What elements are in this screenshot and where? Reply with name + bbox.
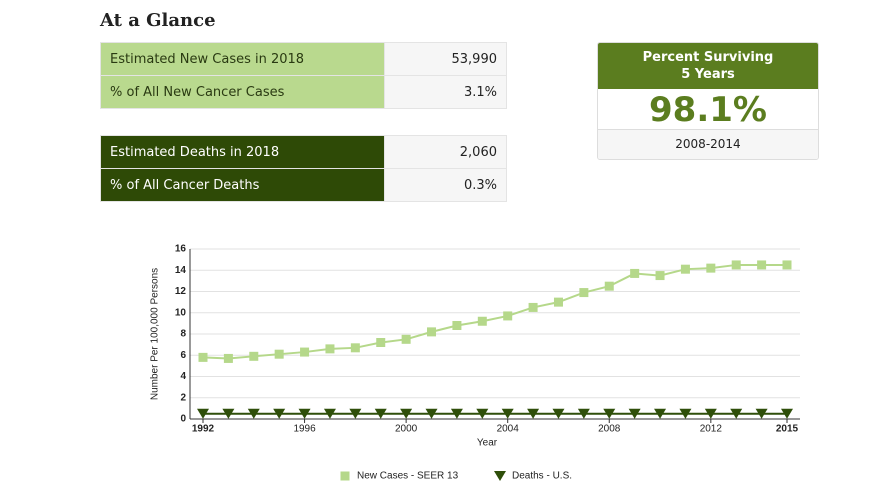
marker bbox=[781, 408, 793, 419]
marker bbox=[501, 408, 514, 419]
x-axis-label: Year bbox=[477, 438, 498, 449]
marker bbox=[349, 408, 362, 419]
marker bbox=[197, 408, 209, 419]
x-tick-label: 2015 bbox=[776, 424, 799, 435]
y-tick-label: 0 bbox=[180, 414, 186, 425]
legend-label: New Cases - SEER 13 bbox=[357, 471, 459, 482]
x-tick-label: 2000 bbox=[395, 424, 418, 435]
deaths-table: Estimated Deaths in 2018 2,060% of All Ca… bbox=[100, 135, 507, 202]
y-axis-label: Number Per 100,000 Persons bbox=[150, 268, 161, 400]
marker bbox=[274, 349, 284, 359]
y-tick-label: 8 bbox=[180, 329, 186, 340]
marker bbox=[476, 408, 489, 419]
y-tick-label: 12 bbox=[175, 286, 187, 297]
x-tick-label: 2004 bbox=[497, 424, 520, 435]
page-title: At a Glance bbox=[100, 10, 216, 31]
marker bbox=[730, 408, 743, 419]
marker bbox=[223, 353, 233, 363]
table-row: % of All New Cancer Cases 3.1% bbox=[100, 75, 507, 109]
row-value: 3.1% bbox=[384, 75, 507, 109]
marker bbox=[579, 288, 589, 298]
row-value: 2,060 bbox=[384, 135, 507, 169]
legend-marker bbox=[494, 471, 506, 481]
y-tick-label: 10 bbox=[175, 307, 187, 318]
marker bbox=[553, 297, 563, 307]
marker bbox=[427, 327, 437, 337]
marker bbox=[704, 408, 717, 419]
series-line bbox=[202, 263, 787, 360]
marker bbox=[755, 408, 768, 419]
marker bbox=[298, 408, 311, 419]
x-tick-label: 1992 bbox=[192, 424, 215, 435]
marker bbox=[731, 260, 741, 270]
marker bbox=[452, 321, 462, 330]
marker bbox=[630, 268, 640, 278]
survival-box: Percent Surviving 5 Years 98.1% 2008-201… bbox=[597, 42, 819, 160]
table-row: Estimated New Cases in 2018 53,990 bbox=[100, 42, 507, 76]
y-tick-label: 2 bbox=[180, 392, 186, 403]
marker bbox=[350, 343, 360, 353]
marker bbox=[247, 408, 260, 419]
marker bbox=[198, 352, 208, 362]
legend-label: Deaths - U.S. bbox=[512, 471, 572, 482]
marker bbox=[477, 316, 487, 326]
marker bbox=[401, 334, 411, 344]
marker bbox=[273, 408, 286, 419]
marker bbox=[654, 408, 667, 419]
survival-title: Percent Surviving 5 Years bbox=[642, 50, 774, 82]
x-tick-label: 2012 bbox=[700, 424, 723, 435]
y-tick-label: 16 bbox=[175, 244, 187, 255]
chart: 0 2 4 6 8 10 12 14 16 1992 1996 2000 2004 2008 2012 201… bbox=[150, 244, 800, 482]
marker bbox=[782, 260, 792, 270]
marker bbox=[249, 351, 259, 361]
marker bbox=[527, 408, 540, 419]
row-label: % of All Cancer Deaths bbox=[100, 168, 385, 202]
table-row: Estimated Deaths in 2018 2,060 bbox=[100, 135, 507, 169]
marker bbox=[450, 408, 463, 419]
row-value: 0.3% bbox=[384, 168, 507, 202]
marker bbox=[325, 344, 335, 354]
marker bbox=[222, 408, 235, 419]
marker bbox=[503, 311, 513, 321]
marker bbox=[552, 408, 565, 419]
marker bbox=[323, 408, 336, 419]
legend-marker bbox=[340, 471, 350, 481]
marker bbox=[706, 263, 716, 273]
survival-period: 2008-2014 bbox=[598, 129, 818, 159]
marker bbox=[680, 264, 690, 274]
marker bbox=[655, 271, 665, 281]
marker bbox=[376, 338, 386, 347]
row-value: 53,990 bbox=[384, 42, 507, 76]
x-tick-label: 1996 bbox=[293, 424, 316, 435]
marker bbox=[628, 408, 641, 419]
marker bbox=[577, 408, 590, 419]
marker bbox=[604, 281, 614, 291]
marker bbox=[300, 347, 310, 357]
marker bbox=[374, 408, 387, 419]
marker bbox=[679, 408, 692, 419]
survival-value: 98.1% bbox=[649, 90, 767, 130]
row-label: % of All New Cancer Cases bbox=[100, 75, 385, 109]
marker bbox=[603, 408, 616, 419]
x-tick-label: 2008 bbox=[598, 424, 621, 435]
row-label: Estimated Deaths in 2018 bbox=[100, 135, 385, 169]
y-tick-label: 14 bbox=[175, 265, 187, 276]
marker bbox=[425, 408, 438, 419]
row-label: Estimated New Cases in 2018 bbox=[100, 42, 385, 76]
marker bbox=[528, 302, 538, 312]
y-tick-label: 6 bbox=[180, 350, 186, 361]
marker bbox=[757, 260, 767, 270]
y-tick-label: 4 bbox=[180, 371, 186, 382]
marker bbox=[400, 408, 413, 419]
table-row: % of All Cancer Deaths 0.3% bbox=[100, 168, 507, 202]
new-cases-table: Estimated New Cases in 2018 53,990% of Al… bbox=[100, 42, 507, 109]
survival-header: Percent Surviving 5 Years bbox=[598, 43, 818, 89]
